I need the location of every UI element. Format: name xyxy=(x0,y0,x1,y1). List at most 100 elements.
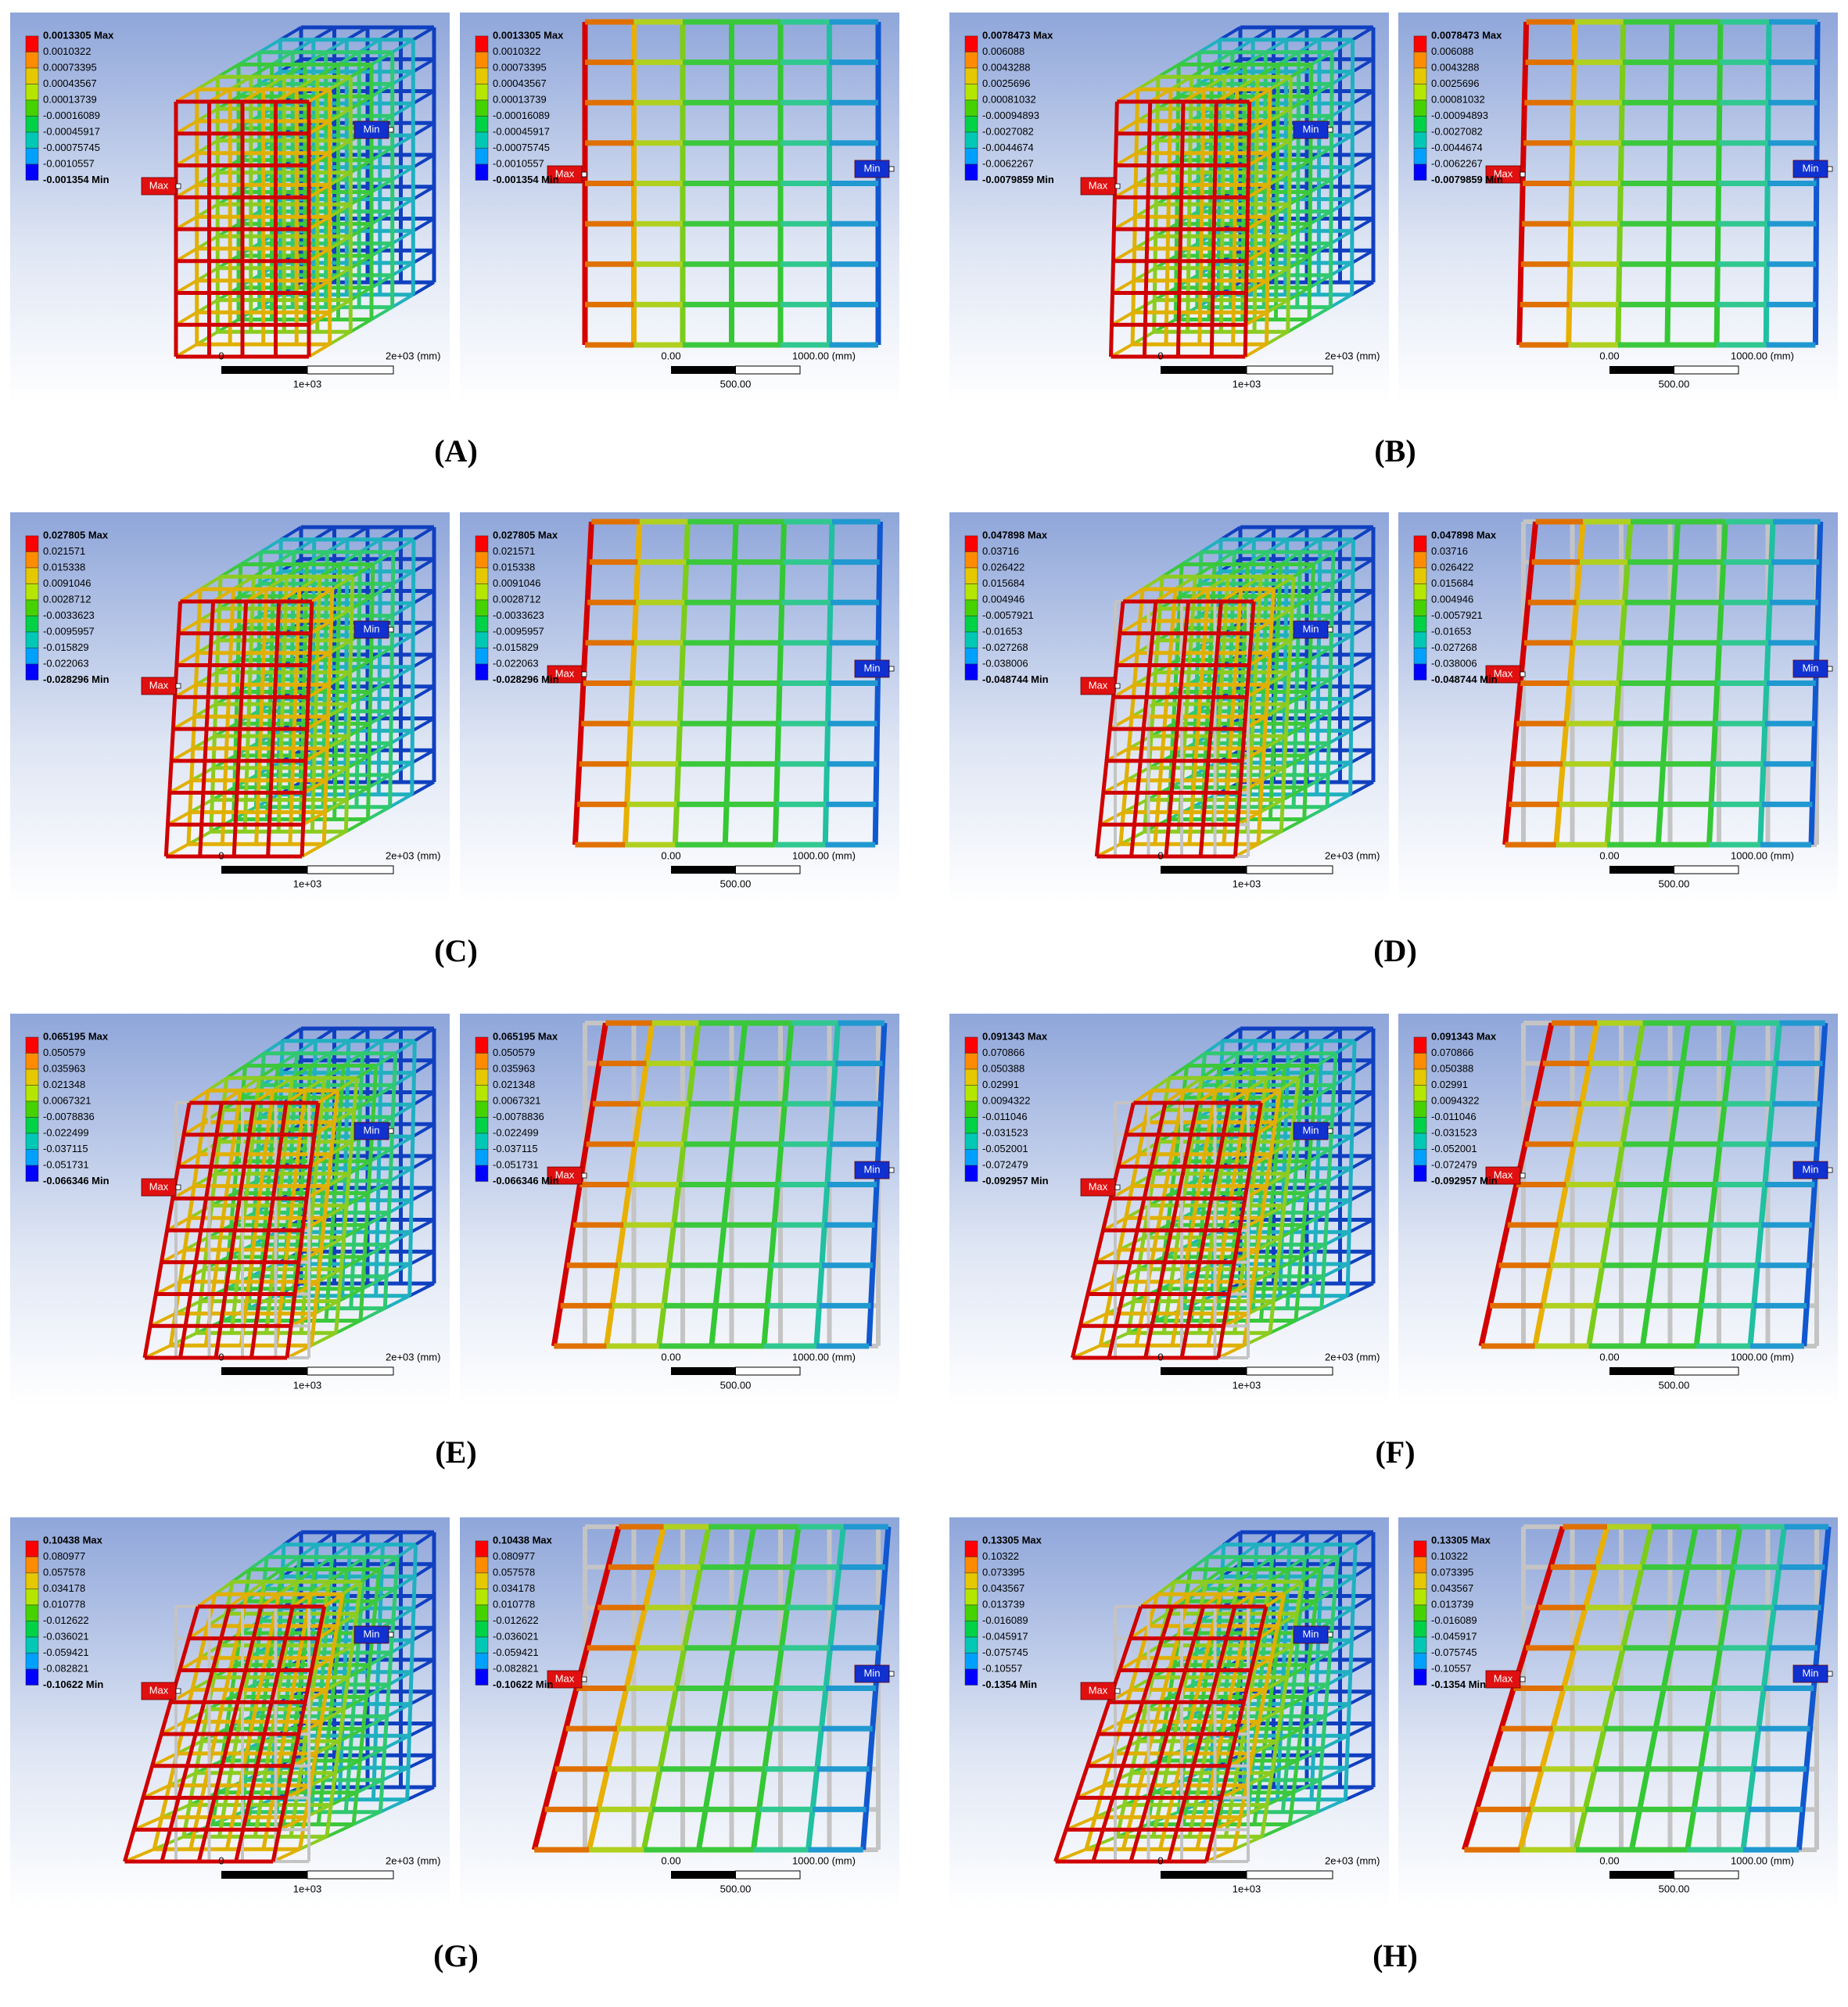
frame-joist xyxy=(1331,38,1354,54)
frame-joist xyxy=(1329,1135,1353,1151)
frame-joist xyxy=(335,1319,361,1335)
legend-label: -0.0033623 xyxy=(493,609,544,621)
frame-joist xyxy=(350,222,373,238)
legend-swatch xyxy=(1413,67,1427,84)
frame-joist xyxy=(292,538,315,554)
frame-joist xyxy=(1266,1790,1294,1807)
frame-joist xyxy=(1115,651,1139,667)
frame-joist xyxy=(1222,1556,1241,1571)
legend-swatch xyxy=(1413,663,1427,680)
isometric-view: 0 2e+03 (mm) 1e+03 Max Min 0.065195 Max 0.0505… xyxy=(10,1014,450,1405)
frame-joist xyxy=(1344,1786,1374,1801)
scale-bar-white xyxy=(735,1366,801,1376)
frame-joist xyxy=(1254,1027,1275,1043)
frame-joist xyxy=(1279,1223,1305,1239)
legend-swatch xyxy=(475,648,489,665)
frame-joist xyxy=(1256,63,1279,79)
frame-joist xyxy=(1304,1682,1329,1699)
legend-swatch xyxy=(1413,1589,1427,1606)
frame-column xyxy=(1343,1544,1358,1800)
frame-joist xyxy=(1118,619,1141,635)
frame-joist xyxy=(1324,1230,1351,1246)
legend-label: -0.0010557 xyxy=(43,157,95,169)
frame-joist xyxy=(343,1052,364,1068)
legend-swatch xyxy=(964,1068,978,1086)
frame-joist xyxy=(1122,587,1144,603)
legend-label: -0.027268 xyxy=(1431,641,1477,653)
max-tag-label: Max xyxy=(1089,1180,1108,1192)
frame-joist xyxy=(1222,1027,1242,1043)
frame-joist xyxy=(1218,26,1242,41)
legend-label: -0.0044674 xyxy=(1431,142,1483,153)
legend-swatch xyxy=(475,599,489,616)
scale-bar-white xyxy=(307,865,394,874)
max-tag-pin xyxy=(581,671,587,677)
frame-joist xyxy=(1331,601,1354,617)
frame-joist xyxy=(414,1531,436,1546)
legend-label: 0.0013305 Max xyxy=(43,29,114,41)
frame-joist xyxy=(330,1140,353,1156)
frame-joist xyxy=(370,146,393,162)
frame-joist xyxy=(271,50,294,66)
frame-joist xyxy=(1351,685,1374,701)
legend-swatch xyxy=(964,1100,978,1118)
legend-label: -0.072479 xyxy=(982,1158,1028,1170)
legend-label: 0.00073395 xyxy=(43,61,97,73)
scale-label: 1000.00 (mm) xyxy=(792,1351,856,1363)
max-tag-label: Max xyxy=(1494,1169,1513,1180)
frame-joist xyxy=(412,185,436,201)
frame-joist xyxy=(412,89,436,106)
legend-swatch xyxy=(475,551,489,569)
legend-label: 0.00013739 xyxy=(493,93,547,105)
frame-joist xyxy=(328,1039,350,1055)
frame-joist xyxy=(1271,1759,1298,1775)
frame-joist xyxy=(364,1243,389,1258)
frame-joist xyxy=(1303,805,1329,821)
legend-swatch xyxy=(25,99,39,117)
frame-joist xyxy=(1315,1587,1337,1603)
frame-joist xyxy=(1330,102,1354,117)
frame-joist xyxy=(1207,575,1229,591)
scale-bar-white xyxy=(1674,865,1739,874)
frame-joist xyxy=(1251,1580,1271,1596)
frame-joist xyxy=(1281,1695,1306,1711)
frame-joist xyxy=(350,594,374,610)
frame-joist xyxy=(1107,1688,1132,1704)
legend-label: -0.022499 xyxy=(43,1126,89,1138)
frame-joist xyxy=(412,558,436,573)
frame-joist xyxy=(367,805,391,821)
legend-swatch xyxy=(475,116,489,133)
legend-swatch xyxy=(964,567,978,584)
frame-joist xyxy=(133,1815,163,1832)
legend-label: -0.051731 xyxy=(493,1158,539,1170)
legend-label: 0.091343 Max xyxy=(1431,1030,1497,1042)
legend-swatch xyxy=(475,1589,489,1606)
frame-joist xyxy=(1313,1083,1335,1099)
frame-joist xyxy=(328,267,352,282)
frame-joist xyxy=(1266,538,1288,554)
frame-joist xyxy=(1099,810,1125,827)
frame-joist xyxy=(343,1695,368,1711)
frame-joist xyxy=(265,575,288,591)
frame-joist xyxy=(411,1626,435,1642)
legend-label: 0.015684 xyxy=(1431,577,1473,589)
frame-joist xyxy=(298,575,321,591)
legend-label: -0.0044674 xyxy=(982,142,1034,153)
frame-joist xyxy=(1182,1076,1203,1092)
legend-label: 0.02991 xyxy=(982,1079,1019,1090)
frame-joist xyxy=(228,1592,248,1608)
legend-label: -0.059421 xyxy=(43,1646,89,1658)
frame-joist xyxy=(1139,1592,1159,1608)
frame-column xyxy=(1232,1593,1286,1850)
legend-swatch xyxy=(475,84,489,101)
frame-joist xyxy=(309,1152,332,1169)
legend-label: -0.092957 Min xyxy=(982,1175,1049,1187)
scale-bar-black xyxy=(671,1367,736,1375)
legend-swatch xyxy=(1413,116,1427,133)
frame-joist xyxy=(199,575,222,591)
legend-swatch xyxy=(1413,1165,1427,1182)
frame-joist xyxy=(277,1052,298,1068)
frame-joist xyxy=(310,1052,331,1068)
scale-label: 1000.00 (mm) xyxy=(1731,1854,1794,1866)
